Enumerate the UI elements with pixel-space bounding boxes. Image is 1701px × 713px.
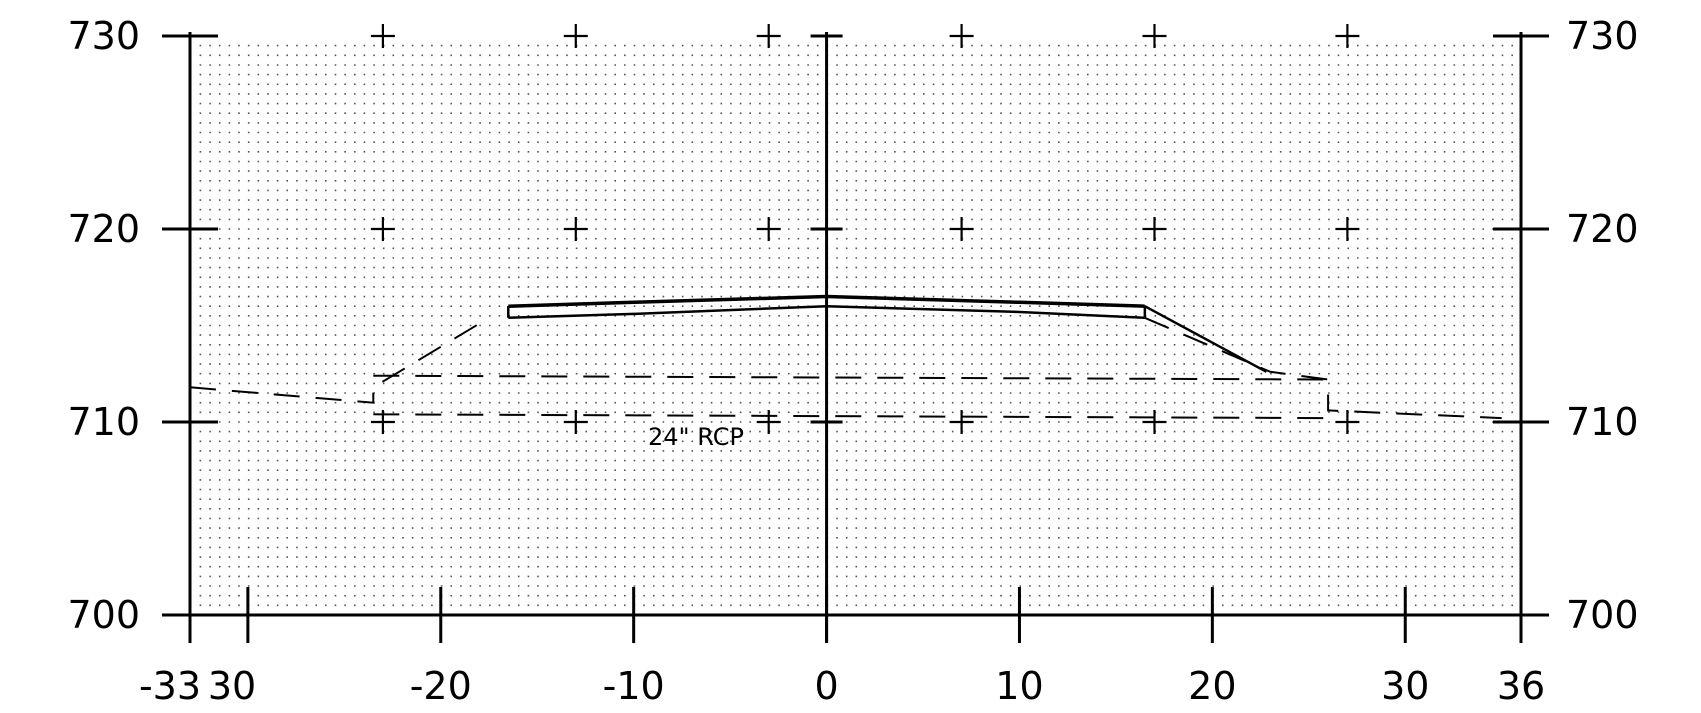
road-top-line bbox=[508, 294, 1145, 308]
grid-dots bbox=[199, 44, 1513, 607]
road-bottom-line bbox=[508, 304, 1145, 320]
cross-marker bbox=[949, 24, 974, 48]
cross-marker bbox=[1335, 410, 1360, 434]
existing-ground-right bbox=[1144, 316, 1502, 420]
x-tick-label: 30 bbox=[1381, 664, 1429, 708]
existing-ground-left bbox=[189, 316, 490, 404]
cross-marker bbox=[370, 217, 395, 241]
y-tick-label-right: 700 bbox=[1566, 593, 1639, 637]
x-tick-label: -20 bbox=[410, 664, 472, 708]
y-tick-label-right: 710 bbox=[1566, 400, 1639, 444]
y-tick-label-right: 720 bbox=[1566, 207, 1639, 251]
cross-marker bbox=[563, 217, 588, 241]
cross-marker bbox=[949, 410, 974, 434]
profile-lines bbox=[189, 294, 1502, 420]
x-tick-label: 0 bbox=[814, 664, 838, 708]
dot-grid bbox=[199, 44, 1513, 607]
cross-marker bbox=[1142, 410, 1167, 434]
pipe-bottom-line bbox=[373, 413, 1329, 420]
cross-marker bbox=[1142, 24, 1167, 48]
pipe-annotation-label: 24" RCP bbox=[648, 423, 744, 451]
x-tick-label: -10 bbox=[603, 664, 665, 708]
x-tick-label: 36 bbox=[1497, 664, 1545, 708]
x-tick-label: 30 bbox=[208, 664, 256, 708]
cross-marker bbox=[563, 24, 588, 48]
cross-marker bbox=[1142, 217, 1167, 241]
cross-marker bbox=[370, 24, 395, 48]
y-tick-label-left: 730 bbox=[67, 14, 140, 58]
axes bbox=[162, 32, 1549, 643]
cross-marker bbox=[756, 410, 781, 434]
y-tick-label-left: 710 bbox=[67, 400, 140, 444]
right-slope-line bbox=[1144, 305, 1267, 373]
x-tick-label: 10 bbox=[995, 664, 1043, 708]
cross-markers bbox=[370, 24, 1360, 434]
cross-marker bbox=[756, 24, 781, 48]
pipe-top-line bbox=[373, 374, 1329, 381]
y-tick-label-left: 700 bbox=[67, 593, 140, 637]
y-tick-label-left: 720 bbox=[67, 207, 140, 251]
cross-marker bbox=[1335, 217, 1360, 241]
cross-marker bbox=[563, 410, 588, 434]
cross-marker bbox=[949, 217, 974, 241]
x-tick-label: 20 bbox=[1188, 664, 1236, 708]
y-tick-label-right: 730 bbox=[1566, 14, 1639, 58]
cross-marker bbox=[1335, 24, 1360, 48]
x-tick-label: -33 bbox=[139, 664, 201, 708]
cross-marker bbox=[756, 217, 781, 241]
